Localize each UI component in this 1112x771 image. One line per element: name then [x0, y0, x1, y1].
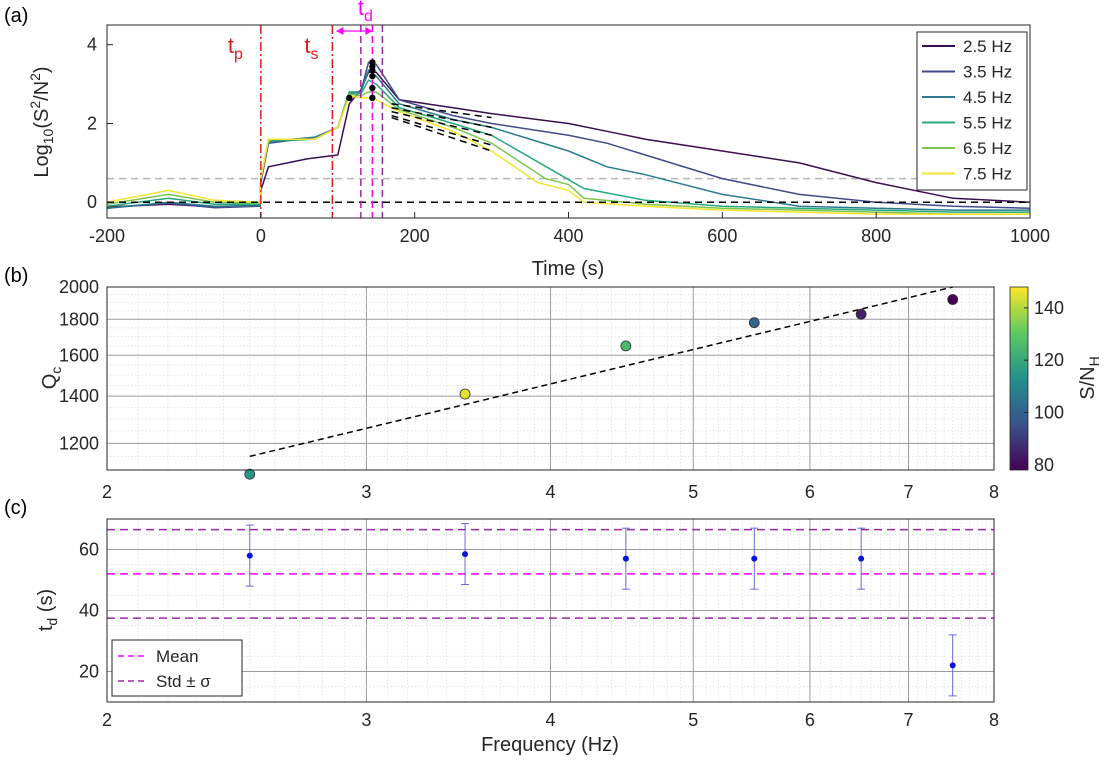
x-tick-label: 2 [102, 710, 112, 730]
panel-c-label: (c) [4, 497, 27, 519]
x-tick-label: -200 [89, 226, 125, 246]
legend-entry-2: 4.5 Hz [963, 88, 1012, 107]
legend-entry-3: 5.5 Hz [963, 114, 1012, 133]
y-tick-label: 60 [79, 540, 99, 560]
y-tick-label: 2 [87, 113, 97, 133]
series-line-5 [107, 95, 1030, 215]
td-arrow-head-left [336, 27, 344, 35]
panel-b-ylabel: Qc [39, 367, 64, 390]
colorbar-label: S/NH [1077, 356, 1102, 399]
tp-label: tp [228, 33, 243, 63]
qc-point-5 [947, 294, 959, 305]
y-tick-label: 40 [79, 601, 99, 621]
x-tick-label: 1000 [1010, 226, 1050, 246]
y-tick-label: 0 [87, 192, 97, 212]
ts-label: ts [304, 33, 318, 63]
panel-b-label: (b) [4, 265, 28, 287]
y-tick-label: 1800 [59, 309, 99, 329]
panel-c-ylabel: td (s) [35, 589, 60, 631]
td-point-2 [622, 555, 629, 562]
colorbar-tick-label: 100 [1034, 402, 1064, 422]
y-tick-label: 1200 [59, 433, 99, 453]
legend-entry-5: 7.5 Hz [963, 165, 1012, 184]
td-point-5 [949, 662, 956, 669]
x-tick-label: 4 [545, 710, 555, 730]
x-tick-label: 3 [361, 710, 371, 730]
panel-a: (a) -200 0 200 400 600 800 1000 0 2 4 Time (s) Lo… [4, 0, 1050, 280]
arrival-marker-2 [369, 84, 376, 92]
arrival-marker-6 [369, 59, 376, 66]
legend-entry-1: Std ± σ [156, 672, 211, 691]
legend-entry-0: 2.5 Hz [963, 37, 1012, 56]
td-point-4 [858, 555, 865, 562]
panel-c-frame [106, 518, 995, 703]
x-tick-label: 6 [805, 710, 815, 730]
series-line-3 [107, 79, 1030, 213]
colorbar-tick-label: 80 [1034, 455, 1054, 475]
y-tick-label: 1400 [59, 386, 99, 406]
y-tick-label: 4 [87, 35, 97, 55]
arrival-marker-1 [369, 94, 376, 102]
panel-c-xlabel: Frequency (Hz) [481, 734, 619, 756]
x-tick-label: 6 [805, 482, 815, 502]
panel-c-legend: Mean Std ± σ [111, 639, 243, 697]
x-tick-label: 8 [989, 710, 999, 730]
legend-box [916, 31, 1028, 191]
panel-a-ylabel: Log10(S2/N2) [27, 66, 56, 177]
y-tick-label: 2000 [59, 277, 99, 297]
qc-point-4 [855, 308, 867, 320]
panel-a-frame [106, 24, 1031, 219]
qc-fit-line [249, 286, 953, 458]
td-label: td [358, 0, 373, 25]
legend-entry-0: Mean [156, 647, 199, 666]
legend-entry-4: 6.5 Hz [963, 139, 1012, 158]
series-line-4 [107, 91, 1030, 215]
x-tick-label: 2 [102, 482, 112, 502]
x-tick-label: 5 [688, 710, 698, 730]
colorbar-tick-label: 120 [1034, 350, 1064, 370]
colorbar [1009, 286, 1029, 471]
series-line-0 [107, 71, 1030, 208]
td-point-0 [246, 552, 253, 559]
decay-fit-line-2 [391, 110, 492, 137]
panel-b: (b) 2 3 4 5 6 7 8 1200 1400 1600 1800 2000 Qc 80 100… [4, 265, 1102, 502]
qc-point-2 [620, 340, 632, 352]
decay-fit-line-3 [391, 114, 492, 146]
x-tick-label: 0 [256, 226, 266, 246]
decay-fit-line-1 [391, 106, 492, 129]
panel-a-label: (a) [4, 5, 28, 27]
x-tick-label: 7 [904, 710, 914, 730]
x-tick-label: 3 [361, 482, 371, 502]
panel-a-legend: 2.5 Hz 3.5 Hz 4.5 Hz 5.5 Hz 6.5 Hz 7.5 Hz [916, 31, 1028, 191]
legend-entry-1: 3.5 Hz [963, 63, 1012, 82]
decay-fit-line-4 [391, 116, 492, 152]
qc-point-3 [748, 317, 760, 329]
y-tick-label: 20 [79, 662, 99, 682]
arrival-marker-3 [369, 73, 376, 80]
td-arrow-head-right [365, 27, 373, 35]
x-tick-label: 600 [707, 226, 737, 246]
decay-fit-line-0 [391, 103, 492, 119]
qc-point-0 [244, 468, 256, 480]
x-tick-label: 5 [688, 482, 698, 502]
x-tick-label: 200 [400, 226, 430, 246]
x-tick-label: 7 [904, 482, 914, 502]
x-tick-label: 8 [989, 482, 999, 502]
x-tick-label: 4 [545, 482, 555, 502]
qc-point-1 [459, 388, 471, 400]
y-tick-label: 1600 [59, 345, 99, 365]
td-point-1 [462, 551, 469, 558]
x-tick-label: 400 [553, 226, 583, 246]
legend-box [111, 639, 243, 697]
td-point-3 [751, 555, 758, 562]
arrival-marker-0 [346, 94, 353, 102]
panel-b-frame [106, 286, 995, 471]
panel-a-xlabel: Time (s) [532, 258, 605, 280]
series-line-2 [107, 69, 1030, 211]
x-tick-label: 800 [861, 226, 891, 246]
colorbar-tick-label: 140 [1034, 298, 1064, 318]
